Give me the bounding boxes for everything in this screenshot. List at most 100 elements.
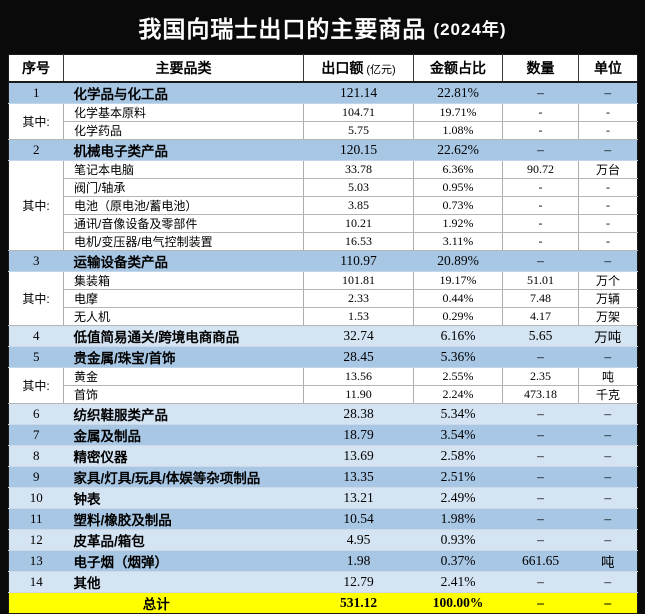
- row-number-cell: 3: [8, 250, 64, 272]
- category-name-cell: 低值简易通关/跨境电商商品: [63, 325, 304, 347]
- column-header-value: 出口额 (亿元): [303, 54, 414, 83]
- unit-value-cell: –: [578, 592, 638, 614]
- unit-value-cell: –: [578, 571, 638, 593]
- share-value-cell: 2.41%: [413, 571, 503, 593]
- group-label-cell: 其中:: [8, 367, 64, 404]
- export-value-cell: 110.97: [303, 250, 414, 272]
- table-row: 总计 531.12 100.00% – –: [8, 592, 638, 614]
- quantity-value-cell: 51.01: [502, 271, 579, 290]
- column-header-category: 主要品类: [63, 54, 304, 83]
- quantity-value-cell: –: [502, 424, 579, 446]
- export-value-cell: 13.69: [303, 445, 414, 467]
- unit-value-cell: 万台: [578, 160, 638, 179]
- table-row: 化学药品 5.75 1.08% - -: [9, 121, 638, 140]
- share-value-cell: 0.29%: [413, 307, 503, 326]
- table-row: 5 贵金属/珠宝/首饰 28.45 5.36% – –: [8, 346, 638, 368]
- row-number-cell: 7: [8, 424, 64, 446]
- share-value-cell: 20.89%: [413, 250, 503, 272]
- row-number-cell: 6: [8, 403, 64, 425]
- table-row: 电机/变压器/电气控制装置 16.53 3.11% - -: [9, 232, 638, 251]
- unit-value-cell: –: [578, 250, 638, 272]
- category-name-cell: 通讯/音像设备及零部件: [63, 214, 304, 233]
- quantity-value-cell: –: [502, 571, 579, 593]
- unit-value-cell: –: [578, 403, 638, 425]
- share-value-cell: 100.00%: [413, 592, 503, 614]
- category-name-cell: 金属及制品: [63, 424, 304, 446]
- share-value-cell: 19.17%: [413, 271, 503, 290]
- share-value-cell: 0.44%: [413, 289, 503, 308]
- export-value-cell: 531.12: [303, 592, 414, 614]
- share-value-cell: 0.95%: [413, 178, 503, 197]
- unit-value-cell: –: [578, 466, 638, 488]
- group-label-cell: 其中:: [8, 271, 64, 326]
- column-header-no: 序号: [8, 54, 64, 83]
- table-row: 6 纺织鞋服类产品 28.38 5.34% – –: [8, 403, 638, 425]
- quantity-value-cell: –: [502, 487, 579, 509]
- export-value-cell: 10.21: [303, 214, 414, 233]
- unit-value-cell: -: [578, 121, 638, 140]
- table-row: 首饰 11.90 2.24% 473.18 千克: [9, 385, 638, 404]
- group-label-cell: 其中:: [8, 103, 64, 140]
- category-name-cell: 集装箱: [63, 271, 304, 290]
- row-number-cell: 12: [8, 529, 64, 551]
- share-value-cell: 5.36%: [413, 346, 503, 368]
- export-value-cell: 13.21: [303, 487, 414, 509]
- share-value-cell: 22.81%: [413, 82, 503, 104]
- export-value-cell: 28.45: [303, 346, 414, 368]
- category-name-cell: 贵金属/珠宝/首饰: [63, 346, 304, 368]
- share-value-cell: 1.98%: [413, 508, 503, 530]
- quantity-value-cell: –: [502, 529, 579, 551]
- unit-value-cell: -: [578, 196, 638, 215]
- table-row: 其中: 化学基本原料 104.71 19.71% - -: [8, 103, 638, 140]
- table-row: 其中: 集装箱 101.81 19.17% 51.01 万个: [8, 271, 638, 326]
- category-name-cell: 钟表: [63, 487, 304, 509]
- export-value-cell: 16.53: [303, 232, 414, 251]
- share-value-cell: 1.92%: [413, 214, 503, 233]
- total-label: 总计: [8, 592, 304, 614]
- category-name-cell: 首饰: [63, 385, 304, 404]
- export-value-cell: 28.38: [303, 403, 414, 425]
- page-title-year: (2024年): [433, 19, 507, 39]
- unit-value-cell: –: [578, 139, 638, 161]
- row-number-cell: 1: [8, 82, 64, 104]
- table-row: 电摩 2.33 0.44% 7.48 万辆: [9, 289, 638, 308]
- quantity-value-cell: 4.17: [502, 307, 579, 326]
- unit-value-cell: -: [578, 103, 638, 122]
- share-value-cell: 0.37%: [413, 550, 503, 572]
- category-name-cell: 化学品与化工品: [63, 82, 304, 104]
- share-value-cell: 3.11%: [413, 232, 503, 251]
- row-number-cell: 9: [8, 466, 64, 488]
- unit-value-cell: –: [578, 508, 638, 530]
- category-name-cell: 机械电子类产品: [63, 139, 304, 161]
- export-value-cell: 12.79: [303, 571, 414, 593]
- share-value-cell: 6.36%: [413, 160, 503, 179]
- column-header-qty: 数量: [502, 54, 579, 83]
- unit-value-cell: -: [578, 178, 638, 197]
- share-value-cell: 1.08%: [413, 121, 503, 140]
- share-value-cell: 2.55%: [413, 367, 503, 386]
- quantity-value-cell: –: [502, 250, 579, 272]
- category-name-cell: 塑料/橡胶及制品: [63, 508, 304, 530]
- table-row: 4 低值简易通关/跨境电商商品 32.74 6.16% 5.65 万吨: [8, 325, 638, 347]
- export-value-cell: 121.14: [303, 82, 414, 104]
- quantity-value-cell: -: [502, 232, 579, 251]
- table-row: 电池（原电池/蓄电池） 3.85 0.73% - -: [9, 196, 638, 215]
- table-row: 无人机 1.53 0.29% 4.17 万架: [9, 307, 638, 326]
- quantity-value-cell: –: [502, 82, 579, 104]
- export-value-cell: 13.35: [303, 466, 414, 488]
- category-name-cell: 电摩: [63, 289, 304, 308]
- category-name-cell: 化学基本原料: [63, 103, 304, 122]
- category-name-cell: 纺织鞋服类产品: [63, 403, 304, 425]
- quantity-value-cell: 7.48: [502, 289, 579, 308]
- category-name-cell: 电池（原电池/蓄电池）: [63, 196, 304, 215]
- export-value-cell: 32.74: [303, 325, 414, 347]
- category-name-cell: 皮革品/箱包: [63, 529, 304, 551]
- export-value-cell: 1.53: [303, 307, 414, 326]
- export-table: 序号 主要品类 出口额 (亿元) 金额占比 数量 单位 1 化学品与化工品 121.1…: [8, 54, 638, 614]
- quantity-value-cell: -: [502, 103, 579, 122]
- share-value-cell: 22.62%: [413, 139, 503, 161]
- unit-value-cell: –: [578, 487, 638, 509]
- unit-value-cell: –: [578, 424, 638, 446]
- row-number-cell: 5: [8, 346, 64, 368]
- export-value-cell: 13.56: [303, 367, 414, 386]
